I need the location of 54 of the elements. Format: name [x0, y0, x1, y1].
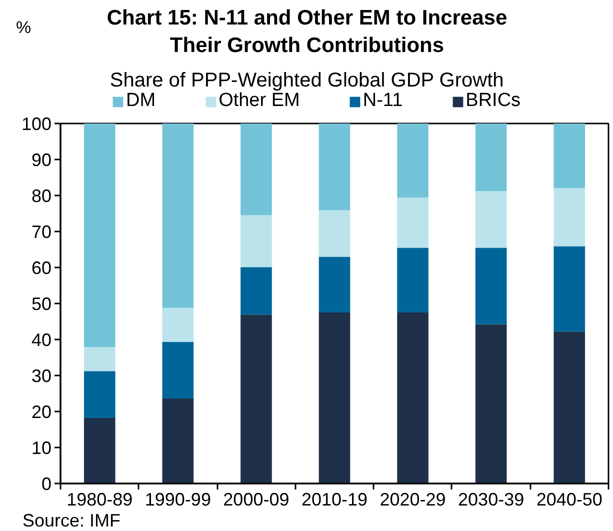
bar	[84, 124, 116, 348]
bar	[318, 210, 350, 257]
bar	[397, 248, 428, 312]
chart-subtitle: Share of PPP-Weighted Global GDP Growth	[110, 70, 504, 92]
bar	[554, 124, 586, 188]
bar	[475, 248, 507, 324]
bar	[318, 312, 350, 484]
y-tick-label: 30	[31, 366, 52, 386]
legend-label: DM	[126, 90, 156, 112]
y-tick-label: 50	[31, 294, 52, 314]
bar	[318, 124, 350, 210]
x-tick-label: 1990-99	[144, 490, 211, 510]
bar	[240, 124, 272, 216]
bar	[84, 418, 116, 484]
y-tick-label: 100	[21, 114, 52, 134]
source-note: Source: IMF	[22, 510, 121, 530]
bar	[554, 332, 586, 484]
y-tick-label: 90	[31, 150, 52, 170]
y-tick-label: 80	[31, 186, 52, 206]
x-tick-label: 2030-39	[458, 490, 524, 510]
bar	[475, 324, 507, 484]
y-tick-label: 0	[41, 474, 52, 494]
bar	[397, 312, 428, 484]
y-axis-title: %	[16, 18, 32, 37]
bar	[397, 124, 428, 198]
bar	[240, 314, 272, 484]
bar	[162, 124, 194, 308]
chart-title: Chart 15: N-11 and Other EM to Increase Their Growth Contributions	[106, 6, 508, 58]
x-tick-label: 2010-19	[301, 490, 368, 510]
bar	[162, 308, 194, 342]
y-tick-label: 20	[31, 402, 52, 422]
bar	[84, 347, 116, 372]
bar	[554, 188, 586, 246]
legend-label: BRICs	[466, 90, 521, 112]
bar	[475, 124, 507, 192]
x-tick-label: 2040-50	[536, 490, 602, 510]
bar	[240, 267, 272, 315]
y-tick-label: 70	[31, 222, 52, 242]
bar	[475, 191, 507, 248]
bar	[162, 398, 194, 484]
bar	[84, 371, 116, 418]
bar	[240, 215, 272, 268]
y-tick-label: 60	[31, 258, 52, 278]
bar	[318, 256, 350, 312]
x-tick-label: 2020-29	[380, 490, 446, 510]
y-tick-label: 40	[31, 330, 52, 350]
y-tick-label: 10	[31, 438, 52, 458]
legend-label: Other EM	[218, 90, 300, 112]
bar	[162, 342, 194, 399]
legend-label: N-11	[362, 90, 403, 112]
x-tick-label: 2000-09	[223, 490, 290, 510]
x-tick-label: 1980-89	[66, 490, 133, 510]
bar	[554, 246, 586, 332]
bar	[397, 198, 428, 248]
